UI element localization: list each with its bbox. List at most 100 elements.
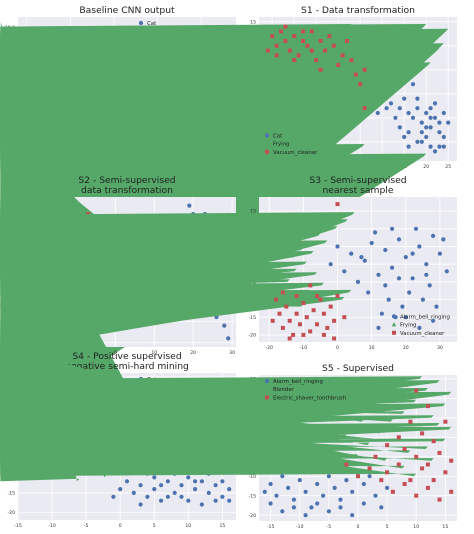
data-point-circle — [172, 490, 177, 495]
data-point-circle — [268, 481, 273, 487]
x-tick-label: 0 — [114, 350, 117, 356]
legend-label: Vacuum_cleaner — [273, 150, 318, 156]
data-point-circle — [138, 483, 143, 488]
legend-label: Frying — [400, 323, 416, 329]
data-point-circle — [379, 505, 384, 510]
legend-marker — [138, 20, 144, 26]
data-point-circle — [424, 272, 429, 277]
x-tick-label: -15 — [14, 523, 22, 529]
x-tick-label: 0 — [119, 523, 122, 529]
data-point-circle — [400, 304, 405, 309]
chart-title: Baseline CNN output — [79, 5, 175, 16]
data-point-circle — [361, 481, 366, 487]
data-point-circle — [349, 251, 354, 256]
data-point-circle — [124, 479, 130, 484]
data-point-square — [301, 301, 306, 306]
data-point-circle — [375, 110, 380, 116]
data-point-square — [385, 470, 390, 475]
data-point-circle — [321, 493, 326, 498]
data-point-circle — [213, 483, 218, 488]
chart-title: data transformation — [81, 185, 173, 196]
y-tick-label: -20 — [7, 510, 15, 516]
data-point-circle — [280, 509, 285, 514]
data-point-circle — [342, 269, 347, 274]
data-point-circle — [220, 494, 225, 499]
data-point-circle — [406, 144, 411, 149]
data-point-circle — [420, 297, 425, 302]
data-point-square — [414, 454, 419, 459]
y-tick-label: -15 — [248, 493, 256, 499]
data-point-circle — [410, 115, 416, 120]
data-point-square — [304, 315, 309, 320]
data-point-square — [425, 404, 430, 409]
data-point-square — [315, 294, 319, 298]
y-tick-label: 15 — [250, 209, 256, 215]
data-point-square — [431, 439, 436, 444]
data-point-circle — [186, 498, 191, 503]
data-point-circle — [396, 237, 402, 242]
data-point-circle — [326, 509, 331, 514]
data-point-square — [279, 29, 283, 34]
legend-label: Blender — [273, 387, 295, 393]
data-point-circle — [384, 106, 389, 111]
data-point-square — [414, 493, 419, 498]
data-point-square — [270, 34, 275, 39]
y-tick-label: -15 — [7, 491, 15, 497]
data-point-circle — [118, 487, 123, 492]
data-point-square — [301, 29, 305, 34]
data-point-square — [311, 308, 316, 313]
legend-marker — [265, 395, 269, 400]
data-point-square — [315, 322, 319, 327]
x-tick-label: -15 — [267, 524, 275, 530]
chart-title: S1 - Data transformation — [301, 5, 415, 16]
x-tick-label: 0 — [336, 345, 339, 351]
data-point-circle — [303, 489, 308, 494]
data-point-square — [443, 470, 448, 475]
legend-marker — [264, 141, 270, 146]
data-point-circle — [338, 497, 343, 502]
data-point-circle — [424, 262, 429, 267]
data-point-square — [408, 419, 413, 424]
x-tick-label: 30 — [229, 350, 235, 356]
x-tick-label: 15 — [442, 524, 448, 530]
data-point-square — [335, 202, 340, 207]
x-tick-label: 20 — [403, 345, 409, 351]
data-point-square — [362, 67, 367, 72]
data-point-circle — [434, 304, 439, 309]
data-point-square — [340, 53, 345, 58]
data-point-square — [296, 53, 301, 58]
data-point-square — [327, 34, 332, 39]
data-point-circle — [199, 479, 204, 484]
data-point-circle — [193, 479, 198, 484]
data-point-circle — [407, 290, 412, 295]
data-point-circle — [159, 498, 164, 503]
y-tick-label: -20 — [248, 513, 256, 519]
data-point-circle — [332, 485, 337, 490]
data-point-circle — [403, 255, 408, 260]
x-tick-label: -10 — [296, 524, 304, 530]
data-point-square — [280, 325, 285, 330]
data-point-square — [287, 318, 292, 323]
data-point-circle — [385, 485, 390, 490]
data-point-circle — [413, 226, 419, 231]
data-point-circle — [441, 237, 446, 242]
data-point-circle — [193, 487, 198, 492]
x-tick-label: 20 — [190, 350, 196, 356]
data-point-square — [291, 332, 296, 337]
data-point-circle — [297, 478, 302, 483]
data-point-circle — [379, 311, 384, 316]
data-point-square — [294, 311, 299, 316]
data-point-circle — [359, 255, 364, 260]
data-point-circle — [206, 490, 211, 495]
data-point-circle — [424, 125, 429, 130]
data-point-square — [420, 431, 425, 436]
data-point-circle — [350, 513, 355, 518]
data-point-circle — [402, 96, 407, 101]
data-point-square — [318, 39, 323, 43]
data-point-circle — [441, 144, 446, 149]
data-point-circle — [417, 325, 422, 330]
data-point-triangle — [0, 416, 417, 477]
data-point-square — [396, 435, 401, 440]
data-point-circle — [419, 120, 424, 125]
data-point-circle — [444, 269, 449, 274]
